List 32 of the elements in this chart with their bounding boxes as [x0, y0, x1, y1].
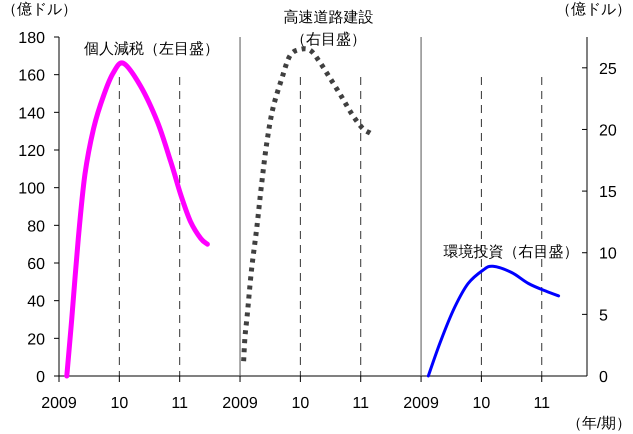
x-tick-label: 11 — [533, 395, 550, 412]
x-tick-label: 11 — [352, 395, 370, 412]
line-series — [426, 264, 560, 378]
y-axis-title: （億ドル） — [2, 1, 77, 18]
y-tick-label: 25 — [599, 60, 617, 78]
y-tick-label: 20 — [599, 122, 617, 140]
x-tick-label: 10 — [110, 395, 128, 412]
y-tick-label: 10 — [599, 246, 617, 263]
x-tick-label: 10 — [291, 395, 310, 412]
y-tick-label: 160 — [18, 68, 46, 85]
series-label: 個人減税（左目盛） — [84, 40, 220, 58]
y-tick-label: 40 — [27, 294, 46, 311]
x-tick-label: 10 — [472, 395, 490, 412]
y-tick-label: 80 — [27, 218, 46, 236]
y-tick-label: 140 — [18, 105, 46, 122]
y-tick-label: 180 — [18, 30, 46, 47]
y-axis-title: （億ドル） — [556, 1, 631, 18]
y-tick-label: 100 — [18, 180, 46, 198]
x-axis-title: （年/期） — [566, 415, 631, 432]
x-tick-label: 2009 — [41, 395, 77, 412]
series-label: 環境投資（右目盛） — [444, 243, 578, 260]
y-tick-label: 120 — [18, 143, 46, 160]
x-tick-label: 2009 — [403, 395, 439, 412]
y-tick-label: 60 — [27, 256, 46, 273]
x-tick-label: 11 — [171, 395, 188, 412]
series-label: 高速道路建設（右目盛） — [283, 9, 374, 48]
y-tick-label: 0 — [36, 369, 46, 386]
y-tick-label: 0 — [599, 369, 608, 386]
x-tick-label: 2009 — [222, 395, 258, 412]
y-tick-label: 20 — [27, 331, 46, 348]
y-tick-label: 5 — [599, 307, 608, 324]
y-tick-label: 15 — [599, 184, 617, 202]
